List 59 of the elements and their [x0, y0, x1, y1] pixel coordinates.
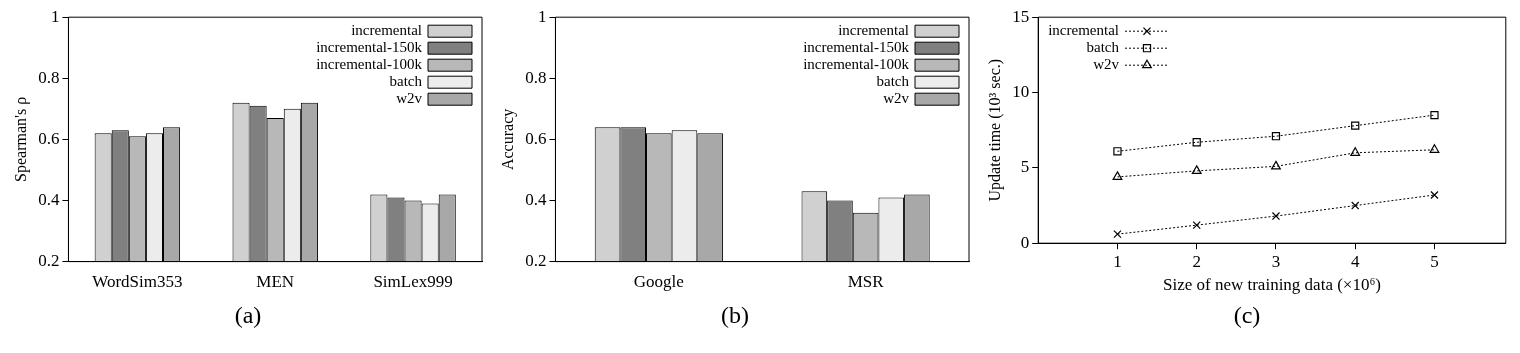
- legend-label: w2v: [883, 90, 910, 107]
- point: [1192, 138, 1201, 147]
- legend-label: batch: [1086, 39, 1120, 56]
- y-tick-label: 0.6: [38, 128, 60, 148]
- x-tick-label: 5: [1430, 251, 1439, 271]
- y-tick-label: 1: [50, 6, 60, 26]
- y-tick-label: 10: [1012, 82, 1030, 101]
- point: [1430, 190, 1439, 200]
- y-tick-label: 0.2: [525, 251, 547, 271]
- y-axis-title: Update time (10³ sec.): [985, 58, 1004, 202]
- point: [1191, 165, 1202, 174]
- point: [1192, 220, 1201, 230]
- x-tick-label: SimLex999: [373, 272, 453, 292]
- y-tick-label: 5: [1020, 157, 1030, 177]
- legend-label: incremental: [1048, 22, 1119, 39]
- point: [1351, 201, 1360, 210]
- x-tick-label: WordSim353: [92, 272, 183, 292]
- legend-label: incremental: [838, 22, 909, 39]
- x-tick-label: 3: [1271, 251, 1281, 271]
- point: [1271, 132, 1281, 141]
- x-tick-label: Google: [633, 272, 684, 292]
- y-tick-label: 0.4: [38, 189, 60, 209]
- legend-label: incremental-150k: [803, 39, 910, 56]
- point: [1350, 147, 1361, 156]
- point: [1271, 211, 1281, 221]
- y-axis-title: Spearman's ρ: [11, 96, 30, 182]
- x-tick-label: MEN: [256, 272, 295, 292]
- text: (c): [1233, 302, 1261, 329]
- y-tick-label: 0.8: [525, 67, 547, 87]
- y-tick-label: 1: [537, 6, 547, 26]
- legend-label: w2v: [1093, 56, 1120, 73]
- legend-label: incremental: [351, 22, 422, 39]
- point: [1271, 160, 1281, 170]
- y-tick-label: 15: [1012, 6, 1030, 26]
- y-tick-label: 0.2: [38, 251, 60, 271]
- y-tick-label: 0.6: [525, 128, 547, 148]
- point: [1430, 111, 1439, 120]
- point: [1113, 147, 1122, 156]
- y-tick-label: 0.8: [38, 67, 60, 87]
- y-tick-label: 0: [1020, 232, 1030, 252]
- x-tick-label: 4: [1350, 251, 1360, 271]
- x-tick-label: 1: [1113, 251, 1122, 271]
- x-tick-label: 2: [1192, 251, 1201, 271]
- text: (a): [234, 302, 262, 329]
- y-axis-title: Accuracy: [498, 108, 517, 171]
- x-tick-label: MSR: [847, 272, 885, 292]
- legend-label: incremental-100k: [803, 56, 910, 73]
- text: (b): [721, 302, 749, 329]
- point: [1351, 121, 1360, 130]
- y-tick-label: 0.4: [525, 189, 547, 209]
- point: [1113, 230, 1122, 239]
- legend-label: batch: [389, 73, 423, 90]
- legend-label: w2v: [396, 90, 423, 107]
- legend-label: incremental-150k: [316, 39, 423, 56]
- x-axis-title: Size of new training data (×10⁶): [1162, 275, 1382, 295]
- point: [1429, 144, 1440, 153]
- legend-label: batch: [876, 73, 910, 90]
- legend-label: incremental-100k: [316, 56, 423, 73]
- point: [1112, 171, 1123, 181]
